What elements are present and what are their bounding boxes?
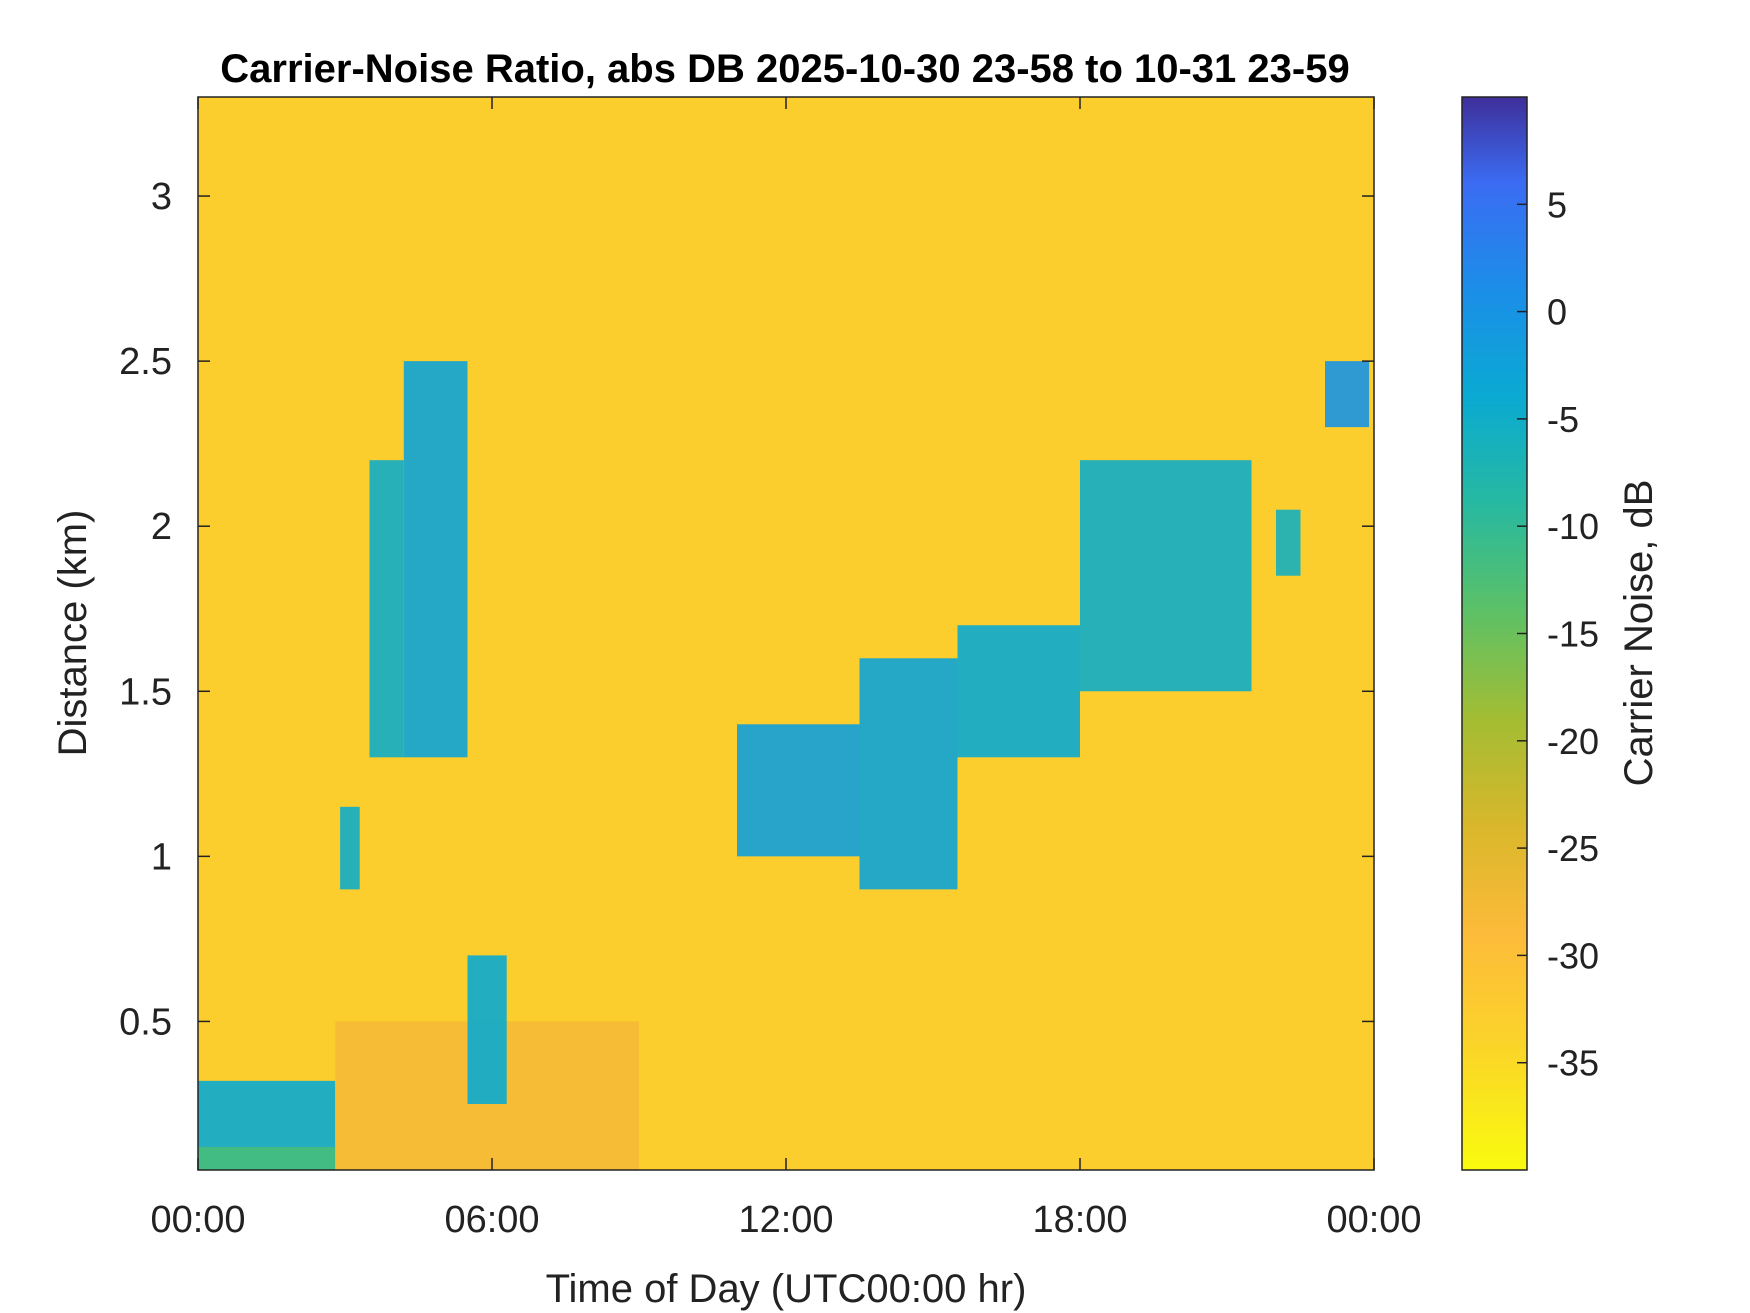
heatmap-cell — [957, 625, 1080, 758]
heatmap-cell — [1080, 460, 1252, 692]
heatmap-cell — [1276, 509, 1301, 576]
colorbar-tick-label: -20 — [1547, 721, 1599, 762]
heatmap-cell — [403, 361, 468, 758]
colorbar-tick-label: -25 — [1547, 828, 1599, 869]
heatmap-cell — [467, 955, 507, 1104]
colorbar-tick-label: -5 — [1547, 399, 1579, 440]
heatmap-cells — [198, 361, 1370, 1170]
colorbar-tick-label: -15 — [1547, 614, 1599, 655]
heatmap-cell — [340, 806, 360, 890]
heatmap-cell — [198, 1146, 336, 1170]
x-tick-label: 00:00 — [150, 1199, 245, 1241]
x-axis-label: Time of Day (UTC00:00 hr) — [546, 1267, 1027, 1311]
x-tick-label: 06:00 — [444, 1199, 539, 1241]
heatmap-cell — [737, 724, 860, 857]
colorbar-tick-label: -30 — [1547, 935, 1599, 976]
chart-title: Carrier-Noise Ratio, abs DB 2025-10-30 2… — [220, 47, 1349, 91]
y-tick-label: 2 — [151, 506, 172, 548]
y-tick-label: 1.5 — [119, 671, 172, 713]
y-tick-label: 3 — [151, 176, 172, 218]
y-tick-label: 1 — [151, 836, 172, 878]
heatmap-cell — [1325, 361, 1370, 428]
colorbar: -35 -30 -25 -20 -15 -10 -5 0 5 Carrier Noise, dB — [1461, 96, 1661, 1171]
y-tick-label: 2.5 — [119, 341, 172, 383]
colorbar-ticks: -35 -30 -25 -20 -15 -10 -5 0 5 — [1517, 184, 1599, 1084]
y-axis-label: Distance (km) — [51, 510, 95, 757]
heatmap-cell — [859, 658, 958, 890]
x-tick-label: 12:00 — [738, 1199, 833, 1241]
y-tick-label: 0.5 — [119, 1001, 172, 1043]
x-tick-label: 00:00 — [1326, 1199, 1421, 1241]
colorbar-label: Carrier Noise, dB — [1617, 480, 1661, 787]
colorbar-tick-label: 0 — [1547, 292, 1567, 333]
colorbar-gradient — [1461, 96, 1528, 1171]
plot-area — [197, 96, 1375, 1171]
heatmap-cell — [369, 460, 404, 758]
x-axis: 00:00 06:00 12:00 18:00 00:00 — [150, 97, 1422, 1241]
y-axis: 0.5 1 1.5 2 2.5 3 — [119, 176, 1374, 1043]
colorbar-tick-label: 5 — [1547, 184, 1567, 225]
colorbar-tick-label: -10 — [1547, 506, 1599, 547]
colorbar-tick-label: -35 — [1547, 1043, 1599, 1084]
x-tick-label: 18:00 — [1032, 1199, 1127, 1241]
